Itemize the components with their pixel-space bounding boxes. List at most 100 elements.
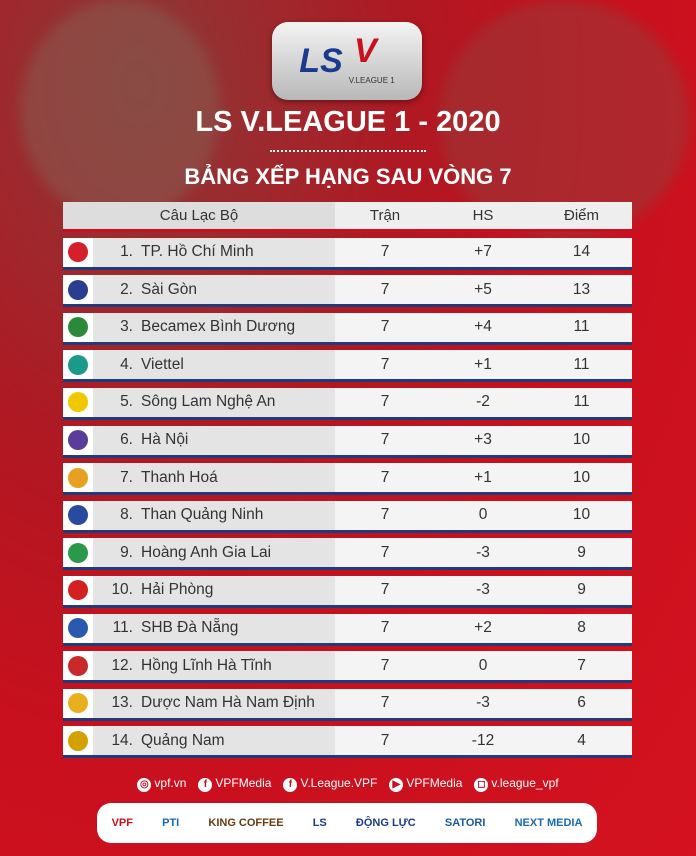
player-photo-right xyxy=(440,0,690,240)
goal-difference: -12 xyxy=(471,731,495,749)
points: 10 xyxy=(572,468,591,486)
table-row: 7. Thanh Hoá 7 +1 10 xyxy=(63,463,632,496)
instagram-icon: ◻ xyxy=(474,778,489,792)
played: 7 xyxy=(380,656,390,674)
played: 7 xyxy=(380,694,390,712)
club-logo xyxy=(63,575,93,605)
col-played: Trận xyxy=(369,207,401,224)
social-link[interactable]: ◎ vpf.vn xyxy=(137,776,186,792)
divider xyxy=(270,150,426,152)
goal-difference: -3 xyxy=(476,581,490,599)
league-logo: LS V.LEAGUE 1 V xyxy=(272,22,422,100)
goal-difference: +3 xyxy=(474,431,492,449)
played: 7 xyxy=(380,280,390,298)
club-logo xyxy=(63,688,93,718)
played: 7 xyxy=(380,243,390,261)
club-logo xyxy=(63,350,93,380)
played: 7 xyxy=(380,355,390,373)
player-photo-left xyxy=(20,0,220,220)
table-row: 11. SHB Đà Nẵng 7 +2 8 xyxy=(63,613,632,646)
played: 7 xyxy=(380,468,390,486)
points: 4 xyxy=(577,731,586,749)
rank: 6. xyxy=(120,431,133,449)
played: 7 xyxy=(380,581,390,599)
table-row: 1. TP. Hồ Chí Minh 7 +7 14 xyxy=(63,237,632,270)
sponsor-logo: SATORI xyxy=(444,817,486,829)
goal-difference: +1 xyxy=(474,355,492,373)
club-logo xyxy=(63,425,93,455)
played: 7 xyxy=(380,731,390,749)
table-header: Câu Lạc Bộ Trận HS Điểm xyxy=(63,202,632,232)
club-logo xyxy=(63,237,93,267)
club-name: Hà Nội xyxy=(141,431,189,449)
points: 8 xyxy=(577,619,586,637)
rank: 7. xyxy=(120,468,133,486)
v-mark-icon: V xyxy=(354,32,377,70)
social-link[interactable]: ▶ VPFMedia xyxy=(389,776,462,792)
social-links: ◎ vpf.vn f VPFMedia f V.League.VPF ▶ VPFMedia ◻ v… xyxy=(0,776,696,792)
page-subtitle: BẢNG XẾP HẠNG SAU VÒNG 7 xyxy=(184,164,512,189)
points: 14 xyxy=(572,243,591,261)
rank: 10. xyxy=(111,581,133,599)
club-logo xyxy=(63,275,93,305)
sponsor-logo: LS xyxy=(312,817,327,829)
rank: 4. xyxy=(120,355,133,373)
rank: 14. xyxy=(111,731,133,749)
table-row: 6. Hà Nội 7 +3 10 xyxy=(63,425,632,458)
club-crest-icon xyxy=(68,693,88,714)
rank: 9. xyxy=(120,543,133,561)
table-row: 2. Sài Gòn 7 +5 13 xyxy=(63,275,632,308)
club-crest-icon xyxy=(68,580,88,601)
club-logo xyxy=(63,538,93,568)
social-link[interactable]: f VPFMedia xyxy=(198,776,271,792)
goal-difference: -3 xyxy=(476,694,490,712)
goal-difference: -2 xyxy=(476,393,490,411)
rank: 2. xyxy=(120,280,133,298)
page-title: LS V.LEAGUE 1 - 2020 xyxy=(195,106,501,138)
col-points: Điểm xyxy=(563,207,599,224)
club-crest-icon xyxy=(68,505,88,526)
club-name: Hoàng Anh Gia Lai xyxy=(141,543,272,561)
points: 13 xyxy=(572,280,591,298)
club-logo xyxy=(63,387,93,417)
club-logo xyxy=(63,463,93,493)
played: 7 xyxy=(380,431,390,449)
globe-icon: ◎ xyxy=(137,778,152,792)
goal-difference: +2 xyxy=(474,619,492,637)
social-link[interactable]: ◻ v.league_vpf xyxy=(474,776,559,792)
rank: 1. xyxy=(120,243,133,261)
sponsor-logo: NEXT MEDIA xyxy=(514,817,583,829)
club-name: Hải Phòng xyxy=(141,581,214,599)
club-logo xyxy=(63,500,93,530)
club-name: Sài Gòn xyxy=(141,280,198,298)
points: 9 xyxy=(577,543,586,561)
sponsor-logo: PTI xyxy=(162,817,180,829)
club-crest-icon xyxy=(68,279,88,300)
club-name: Than Quảng Ninh xyxy=(141,506,264,524)
club-name: Dược Nam Hà Nam Định xyxy=(141,694,315,712)
club-crest-icon xyxy=(68,618,88,639)
rank: 12. xyxy=(111,656,133,674)
club-name: Sông Lam Nghệ An xyxy=(141,393,276,411)
club-logo xyxy=(63,651,93,681)
social-link[interactable]: f V.League.VPF xyxy=(283,776,377,792)
club-name: Thanh Hoá xyxy=(141,468,218,486)
rank: 5. xyxy=(120,393,133,411)
sponsor-bar: VPF PTI KING COFFEE LS ĐỘNG LỰC SATORI NEXT ME… xyxy=(97,803,597,843)
goal-difference: 0 xyxy=(478,656,488,674)
col-club: Câu Lạc Bộ xyxy=(63,202,335,229)
goal-difference: +4 xyxy=(474,318,492,336)
goal-difference: +1 xyxy=(474,468,492,486)
table-row: 5. Sông Lam Nghệ An 7 -2 11 xyxy=(63,387,632,420)
goal-difference: +5 xyxy=(474,280,492,298)
table-row: 13. Dược Nam Hà Nam Định 7 -3 6 xyxy=(63,688,632,721)
rank: 8. xyxy=(120,506,133,524)
standings-table: Câu Lạc Bộ Trận HS Điểm 1. TP. Hồ Chí Min… xyxy=(63,202,632,759)
sponsor-logo: ĐỘNG LỰC xyxy=(355,817,416,829)
table-row: 14. Quảng Nam 7 -12 4 xyxy=(63,726,632,759)
col-gd: HS xyxy=(472,207,494,224)
played: 7 xyxy=(380,506,390,524)
goal-difference: 0 xyxy=(478,506,488,524)
points: 7 xyxy=(577,656,586,674)
points: 6 xyxy=(577,694,586,712)
